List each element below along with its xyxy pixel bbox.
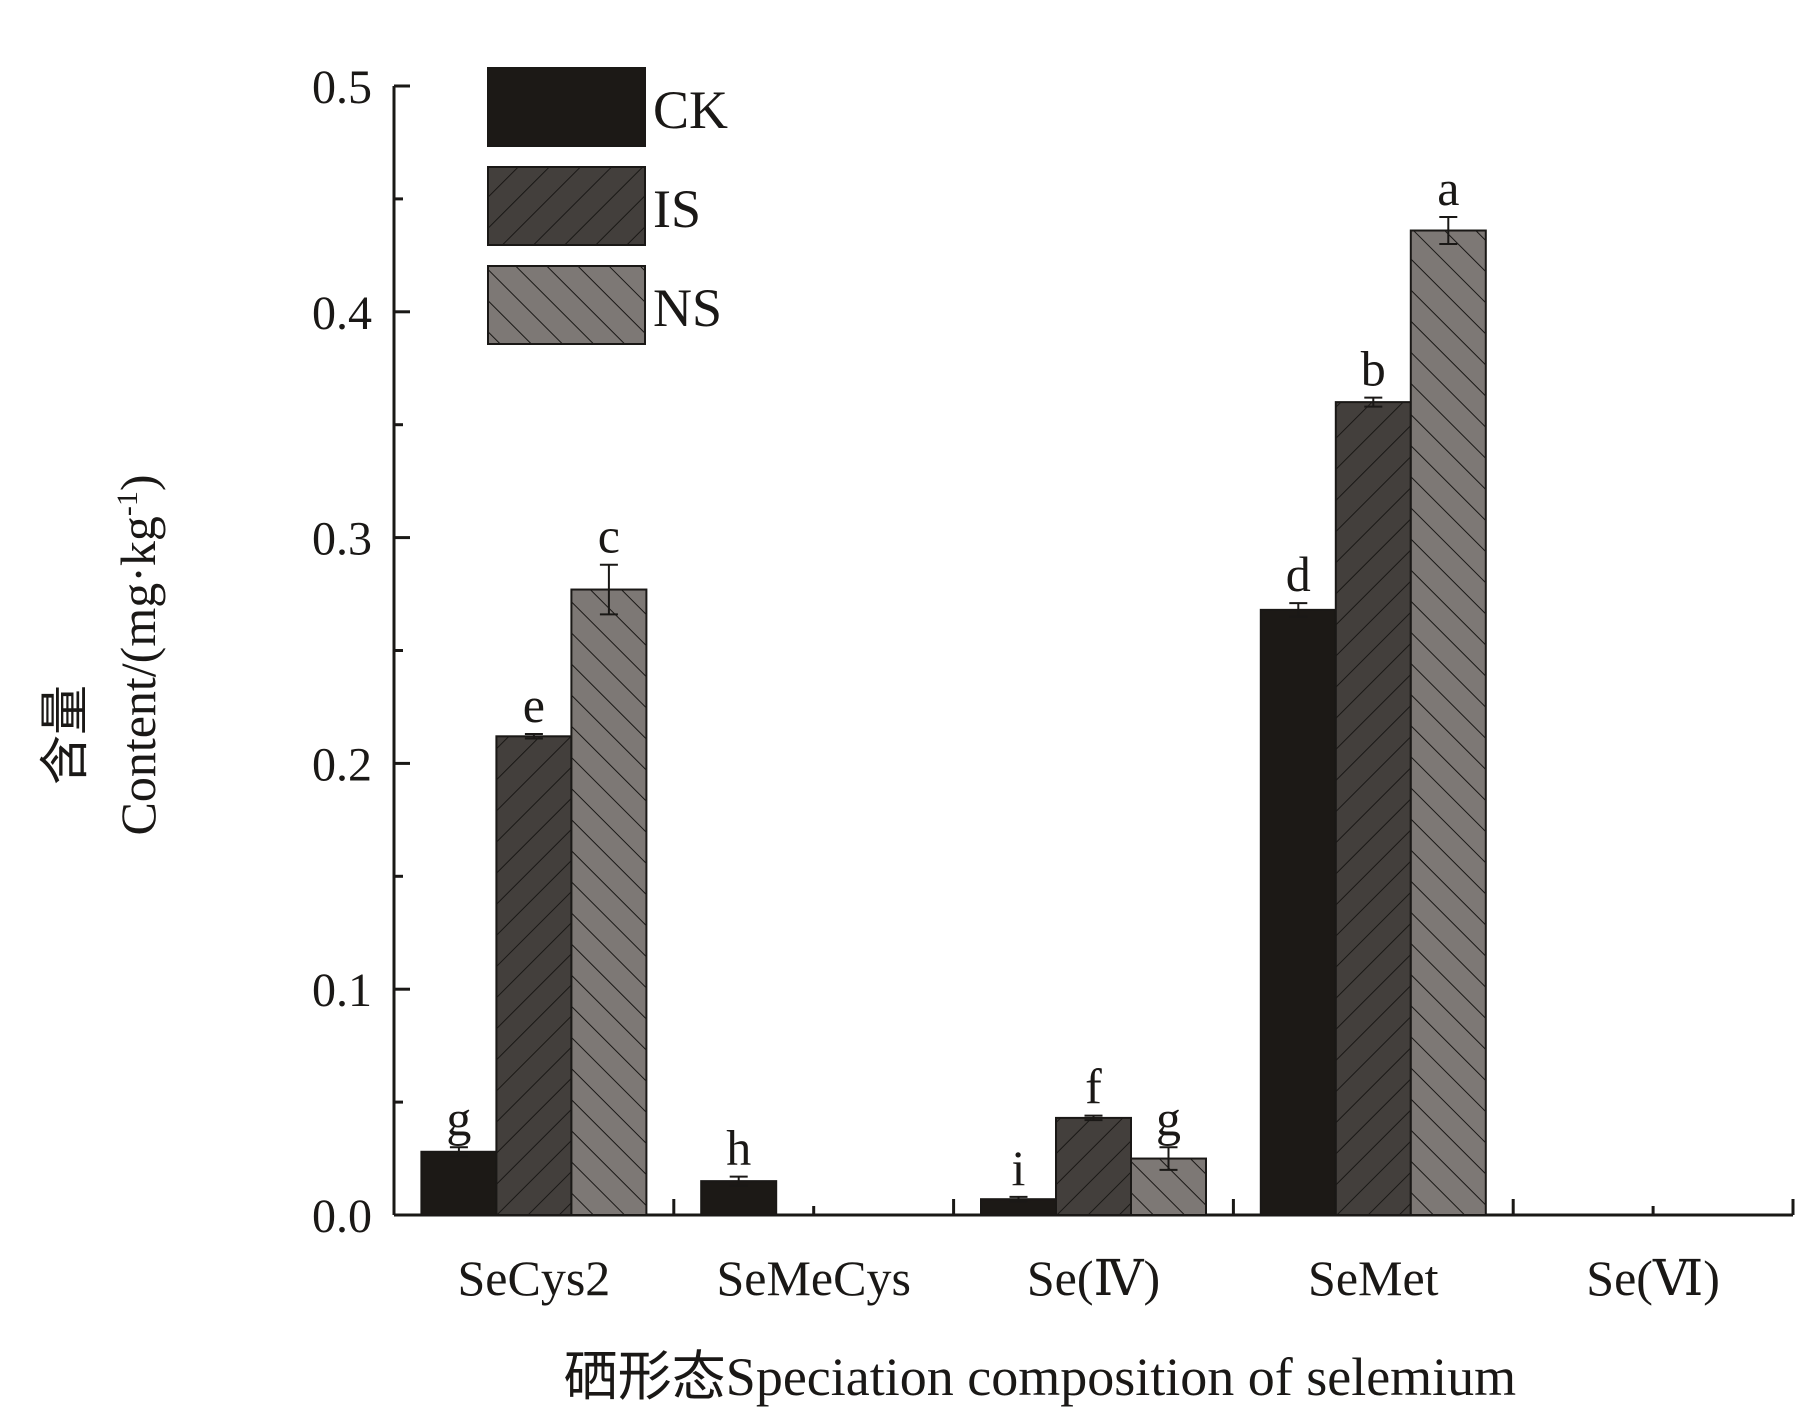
- y-axis-title-text: Content/(mg·kg-1): [110, 474, 166, 835]
- axes: 0.0 0.1 0.2 0.3 0.4 0.5 SeCys2 SeMeCys Se(Ⅳ) SeMe…: [312, 61, 1795, 1306]
- bars: g h i d e f b c g a: [420, 160, 1487, 1217]
- y-tick-label: 0.2: [312, 738, 372, 791]
- x-axis-title: 硒形态Speciation composition of selemium: [564, 1347, 1516, 1407]
- bar-ns: [1409, 229, 1487, 1216]
- significance-letter: h: [726, 1120, 751, 1176]
- legend: CK IS NS: [487, 67, 728, 345]
- y-axis-title-sup: -1: [111, 491, 144, 516]
- y-axis-title-cn: 含量: [37, 685, 93, 785]
- bar-ck: [420, 1150, 498, 1216]
- x-tick-label: SeMet: [1308, 1250, 1439, 1306]
- y-tick-label: 0.4: [312, 287, 372, 340]
- bar-is: [1055, 1116, 1132, 1217]
- significance-letter: d: [1286, 546, 1311, 602]
- legend-swatch-ns: [487, 265, 646, 345]
- bar-is: [495, 735, 573, 1217]
- y-axis-title-close: ): [110, 474, 166, 491]
- significance-letter: g: [446, 1090, 471, 1146]
- x-tick-label: SeCys2: [457, 1250, 610, 1306]
- significance-letter: f: [1085, 1059, 1102, 1115]
- legend-swatch-is: [487, 166, 646, 246]
- y-tick-label: 0.1: [312, 964, 372, 1017]
- significance-letter: c: [598, 508, 620, 564]
- legend-label-is: IS: [653, 179, 701, 239]
- y-tick-label: 0.0: [312, 1190, 372, 1243]
- legend-label-ns: NS: [653, 278, 722, 338]
- y-tick-label: 0.5: [312, 61, 372, 114]
- y-axis-title-main: Content/(mg·kg: [110, 516, 166, 835]
- significance-letter: g: [1156, 1090, 1181, 1146]
- significance-letter: i: [1012, 1140, 1026, 1196]
- significance-letter: e: [523, 677, 545, 733]
- y-axis-title-cn-text: 含量: [37, 685, 93, 785]
- bar-ck: [1259, 608, 1337, 1216]
- legend-swatch-ck: [487, 67, 646, 147]
- legend-label-ck: CK: [653, 80, 728, 140]
- y-axis-title: Content/(mg·kg-1): [110, 474, 166, 835]
- bar-is: [1334, 401, 1412, 1216]
- y-tick-label: 0.3: [312, 513, 372, 566]
- significance-letter: a: [1437, 160, 1459, 216]
- bar-ns: [570, 588, 648, 1216]
- x-tick-label: Se(Ⅳ): [1027, 1250, 1160, 1306]
- x-tick-label: SeMeCys: [716, 1250, 910, 1306]
- significance-letter: b: [1361, 341, 1386, 397]
- x-tick-label: Se(Ⅵ): [1586, 1250, 1720, 1306]
